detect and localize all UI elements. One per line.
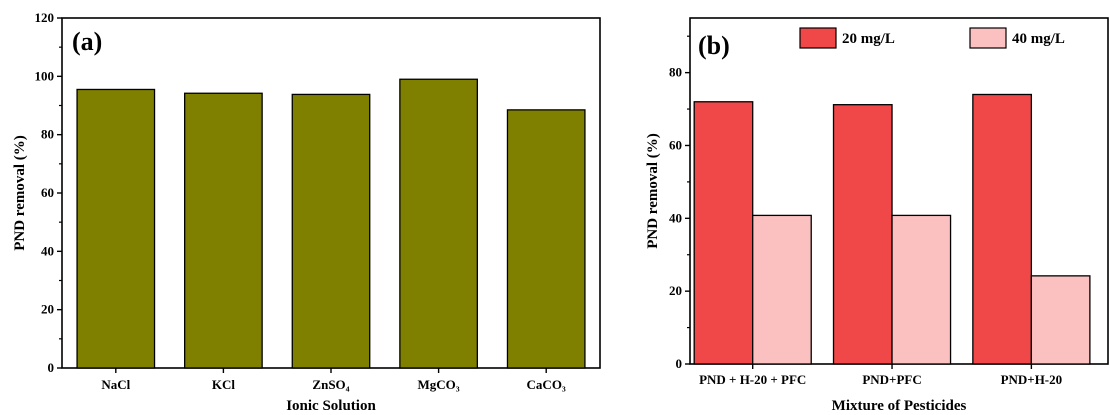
- panel-a-bar-kcl: [184, 92, 263, 369]
- legend-swatch-40-mg-l: [969, 27, 1007, 49]
- panel-a-y-tick-label: 100: [35, 68, 55, 83]
- panel-a-bar-znso: [291, 93, 371, 369]
- panel-b-y-axis-title: PND removal (%): [645, 133, 661, 249]
- panel-a-x-tick-label: KCl: [212, 377, 236, 392]
- panel-b-label: (b): [698, 31, 730, 60]
- panel-b-chart: (b) 20 mg/L 40 mg/L Mixture of Pesticide…: [645, 17, 1109, 414]
- panel-a-y-tick-label: 60: [41, 185, 54, 200]
- panel-b-y-tick-label: 40: [669, 210, 682, 225]
- panel-a-y-tick-label: 0: [48, 360, 55, 375]
- panel-a-label: (a): [72, 27, 102, 56]
- panel-a-x-axis-title: Ionic Solution: [286, 398, 376, 414]
- panel-b-x-tick-label: PND+H-20: [1001, 372, 1063, 387]
- panel-b-bar-pnd-pfc-40-mg-l: [891, 214, 952, 365]
- panel-a-y-tick-label: 40: [41, 243, 54, 258]
- panel-a-chart: (a) Ionic Solution PND removal (%) 0 20 40…: [12, 10, 601, 414]
- panel-b-y-tick-label: 0: [676, 356, 683, 371]
- panel-b-bar-pnd-h-20-40-mg-l: [1030, 275, 1091, 365]
- legend-label-20-mg-l: 20 mg/L: [842, 31, 895, 47]
- panel-b-x-tick-label: PND + H-20 + PFC: [699, 372, 806, 387]
- panel-b-legend: 20 mg/L 40 mg/L: [799, 27, 1065, 49]
- panel-b-x-tick-label: PND+PFC: [862, 372, 921, 387]
- panel-b-bar-pnd-h-20-20-mg-l: [972, 93, 1033, 365]
- legend-swatch-20-mg-l: [799, 27, 837, 49]
- panel-a-x-tick-label: MgCO₃: [418, 377, 460, 392]
- panel-b-bar-pnd-h-20-pfc-40-mg-l: [752, 214, 812, 365]
- panel-a-bar-nacl: [76, 88, 156, 369]
- panel-a-y-axis-title: PND removal (%): [12, 135, 28, 251]
- panel-a-x-tick-label: CaCO₃: [527, 377, 566, 392]
- panel-b-y-tick-label: 20: [669, 283, 682, 298]
- panel-a-y-tick-label: 20: [41, 302, 54, 317]
- panel-b-x-axis-title: Mixture of Pesticides: [832, 398, 967, 414]
- panel-a-x-tick-label: NaCl: [101, 377, 130, 392]
- panel-b-y-tick-label: 80: [669, 65, 682, 80]
- panel-a-bar-mgco: [399, 78, 478, 369]
- panel-a-x-tick-label: ZnSO₄: [312, 377, 349, 392]
- panel-b-bar-pnd-pfc-20-mg-l: [832, 104, 893, 365]
- panel-b-y-tick-label: 60: [669, 137, 682, 152]
- legend-label-40-mg-l: 40 mg/L: [1012, 31, 1065, 47]
- panel-a-y-tick-label: 80: [41, 127, 54, 142]
- panel-b-bar-pnd-h-20-pfc-20-mg-l: [693, 101, 754, 365]
- panel-a-y-tick-label: 120: [35, 10, 55, 25]
- panel-a-bar-caco: [506, 109, 586, 369]
